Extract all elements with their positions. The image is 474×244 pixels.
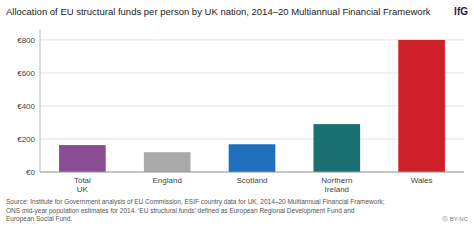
title: Allocation of EU structural funds per pe… bbox=[6, 6, 431, 17]
source-line: European Social Fund. bbox=[6, 215, 72, 223]
y-tick-label: €0 bbox=[26, 168, 35, 177]
bar bbox=[144, 152, 191, 172]
x-tick-line: England bbox=[153, 176, 182, 185]
source-line: ONS mid-year population estimates for 20… bbox=[6, 207, 355, 215]
x-tick-line: Scotland bbox=[236, 176, 267, 185]
x-tick-line: Ireland bbox=[325, 185, 349, 194]
bar bbox=[59, 145, 106, 172]
chart: IfG Allocation of EU structural funds per… bbox=[0, 0, 474, 244]
x-tick-line: Wales bbox=[411, 176, 433, 185]
y-tick-label: €400 bbox=[17, 102, 35, 111]
y-tick-label: €600 bbox=[17, 69, 35, 78]
y-tick-label: €800 bbox=[17, 36, 35, 45]
x-axis-line bbox=[40, 172, 464, 173]
x-tick-label: Wales bbox=[411, 176, 433, 185]
y-tick-label: €200 bbox=[17, 135, 35, 144]
x-tick-label: Scotland bbox=[236, 176, 267, 185]
bars bbox=[59, 40, 445, 172]
x-tick-label: England bbox=[153, 176, 182, 185]
source: Source: Institute for Government analysi… bbox=[6, 198, 385, 223]
x-tick-line: UK bbox=[77, 185, 89, 194]
bar bbox=[313, 124, 360, 172]
bar bbox=[229, 144, 276, 172]
grid bbox=[40, 40, 464, 172]
bar bbox=[398, 40, 445, 172]
x-tick-label: TotalUK bbox=[74, 176, 91, 194]
grid-line bbox=[40, 172, 464, 173]
y-axis-line bbox=[40, 30, 41, 172]
brand: IfG bbox=[454, 6, 468, 17]
x-tick-line: Total bbox=[74, 176, 91, 185]
licence: Ⓢ BY-NC bbox=[442, 216, 468, 222]
x-tick-line: Northern bbox=[321, 176, 352, 185]
x-tick-label: NorthernIreland bbox=[321, 176, 352, 194]
source-line: Source: Institute for Government analysi… bbox=[6, 198, 385, 206]
